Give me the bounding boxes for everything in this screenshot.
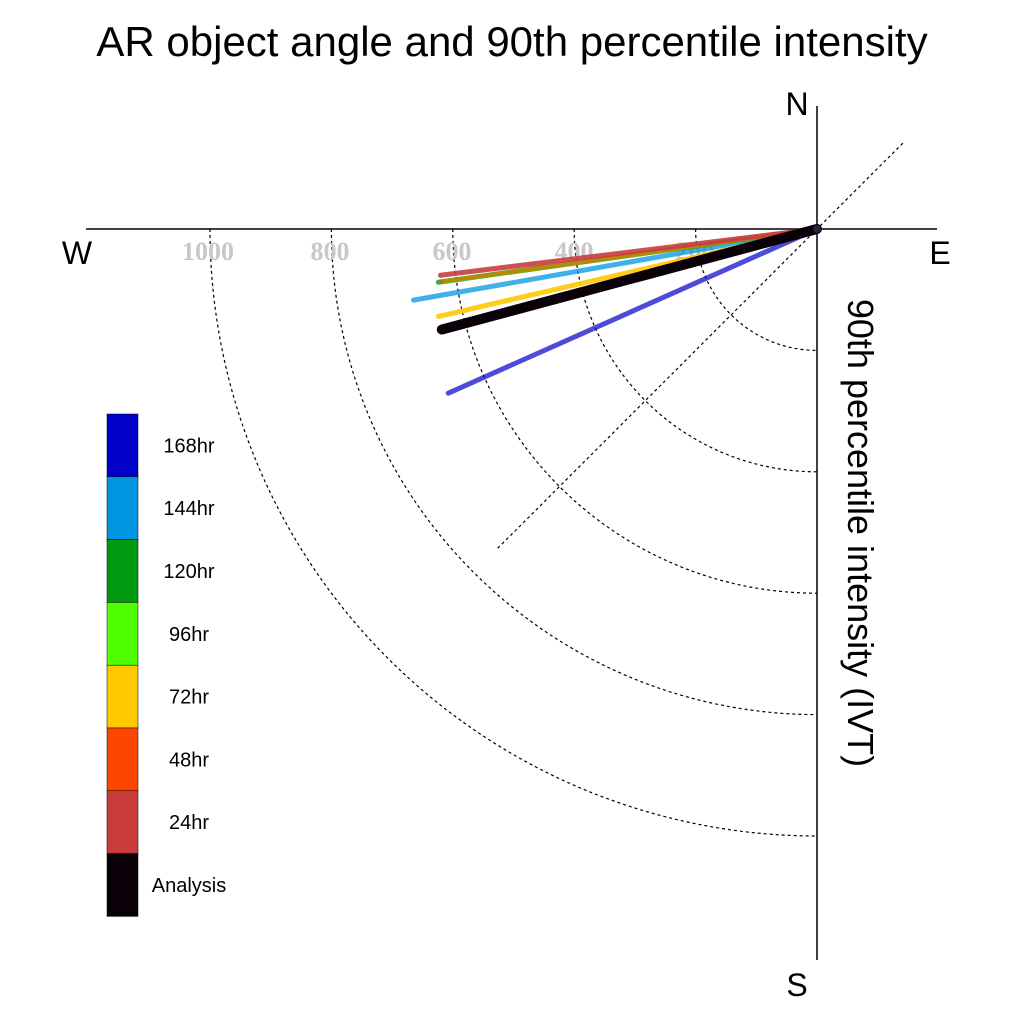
west-label: W xyxy=(62,235,93,271)
series-ray-168hr xyxy=(445,226,820,396)
tick-label: 600 xyxy=(433,237,472,266)
legend-label: 96hr xyxy=(169,624,209,646)
tick-label: 800 xyxy=(311,237,350,266)
origin-dot xyxy=(813,225,821,233)
legend-swatch xyxy=(106,664,139,729)
series-layer xyxy=(410,224,822,396)
y-axis-label: 90th percentile intensity (IVT) xyxy=(840,299,881,767)
series-ray-24hr xyxy=(437,226,820,278)
chart-title: AR object angle and 90th percentile inte… xyxy=(96,18,927,65)
legend-swatch xyxy=(106,727,139,792)
south-label: S xyxy=(786,967,807,1003)
legend-label: 120hr xyxy=(163,561,214,583)
north-label: N xyxy=(785,86,808,122)
legend-label: Analysis xyxy=(152,875,226,897)
east-label: E xyxy=(929,235,950,271)
legend-swatch xyxy=(106,602,139,666)
legend-label: 24hr xyxy=(169,812,209,834)
grid-arc xyxy=(330,228,818,716)
legend-label: 144hr xyxy=(163,498,214,520)
legend-swatch xyxy=(106,790,139,854)
legend-label: 168hr xyxy=(163,435,214,457)
legend-swatch xyxy=(106,539,139,603)
legend-swatch xyxy=(106,853,139,917)
legend-label: 72hr xyxy=(169,687,209,709)
legend-swatch xyxy=(106,413,139,478)
legend: 168hr 144hr 120hr 96hr 72hr 48hr 24hr Analysis xyxy=(106,413,226,917)
grid-arc xyxy=(209,228,818,837)
legend-label: 48hr xyxy=(169,749,209,771)
tick-label: 1000 xyxy=(182,237,234,266)
legend-swatch xyxy=(106,476,139,540)
series-ray-analysis xyxy=(436,224,822,335)
